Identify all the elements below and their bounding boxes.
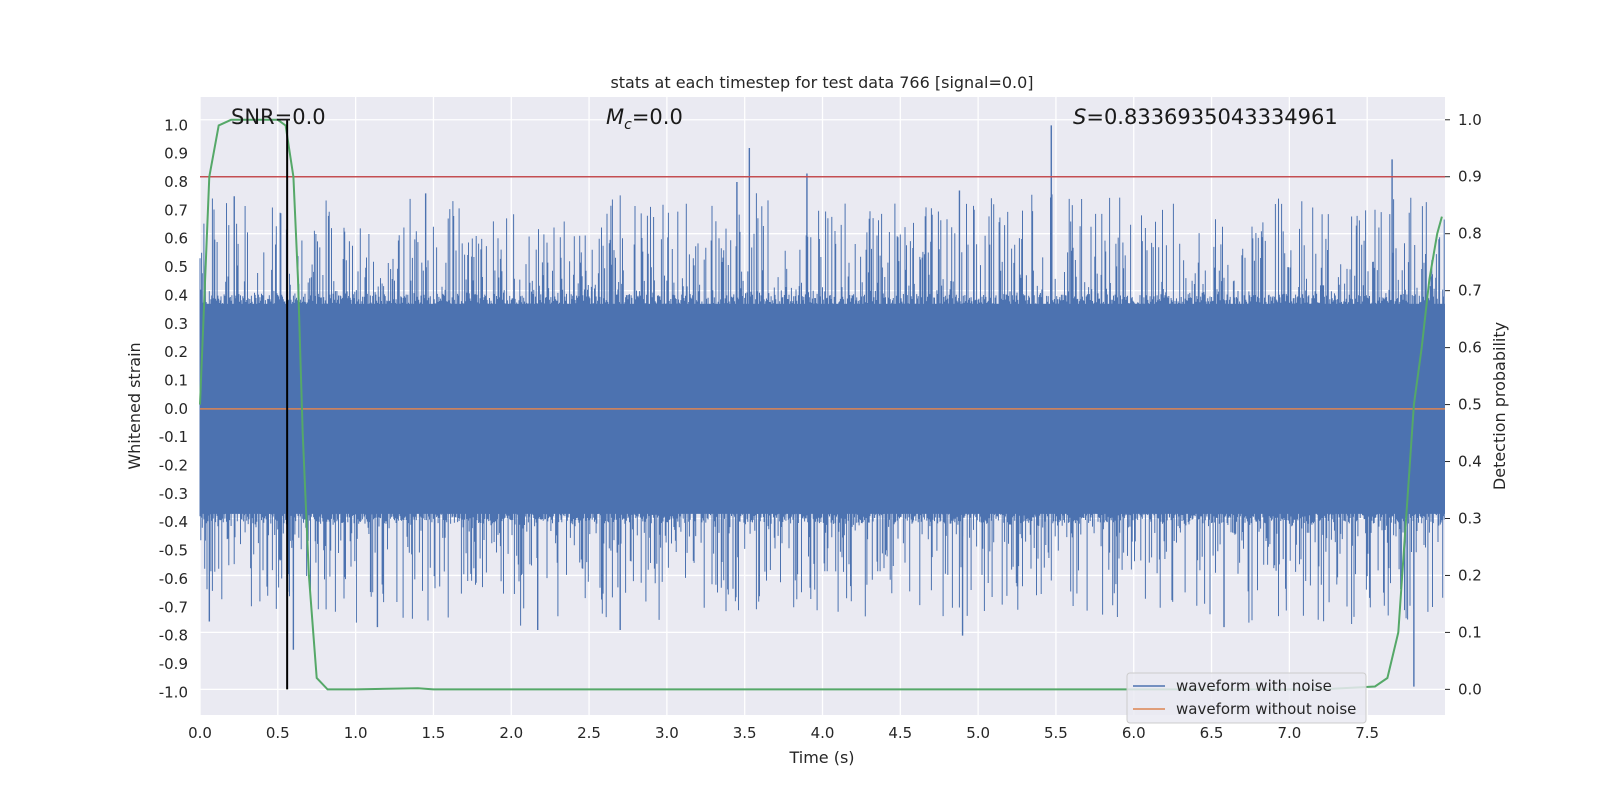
y-tick-label: 0.0: [164, 400, 188, 418]
y2-tick-label: 0.8: [1458, 225, 1482, 243]
legend-label-clean: waveform without noise: [1176, 700, 1356, 718]
y2-tick-label: 0.2: [1458, 566, 1482, 584]
x-axis-label: Time (s): [788, 748, 854, 767]
y-tick-label: 0.9: [164, 145, 188, 163]
y-tick-label: -0.8: [159, 627, 188, 645]
y2-tick-label: 0.9: [1458, 168, 1482, 186]
y-tick-label: 0.5: [164, 258, 188, 276]
x-tick-label: 3.0: [655, 724, 679, 742]
x-tick-label: 2.5: [577, 724, 601, 742]
x-tick-label: 1.0: [344, 724, 368, 742]
y-tick-label: -0.1: [159, 428, 188, 446]
x-tick-label: 4.0: [811, 724, 835, 742]
y2-tick-label: 0.0: [1458, 680, 1482, 698]
y-tick-label: 0.1: [164, 371, 188, 389]
chirp-mass-annotation: Mc=0.0: [606, 105, 683, 133]
x-tick-label: 4.5: [888, 724, 912, 742]
x-axis-ticks: 0.0 0.5 1.0 1.5 2.0 2.5 3.0 3.5 4.0 4.5 5.0 5.5 6.0 6…: [188, 724, 1379, 742]
x-tick-label: 1.5: [422, 724, 446, 742]
y2-axis-label: Detection probability: [1490, 322, 1509, 490]
y-tick-label: 0.4: [164, 286, 188, 304]
y-tick-label: -0.6: [159, 570, 188, 588]
y-tick-label: 1.0: [164, 116, 188, 134]
detection-probability-line: [199, 118, 1443, 691]
legend-label-noise: waveform with noise: [1176, 677, 1332, 695]
y-tick-label: -0.5: [159, 542, 188, 560]
x-tick-label: 0.5: [266, 724, 290, 742]
x-tick-label: 5.5: [1044, 724, 1068, 742]
y2-tick-label: 0.4: [1458, 453, 1482, 471]
x-tick-label: 2.0: [499, 724, 523, 742]
x-tick-label: 0.0: [188, 724, 212, 742]
y-tick-label: 0.8: [164, 173, 188, 191]
y-tick-label: -0.2: [159, 457, 188, 475]
y-tick-label: 0.6: [164, 230, 188, 248]
x-tick-label: 5.0: [966, 724, 990, 742]
y2-tick-label: 0.7: [1458, 282, 1482, 300]
x-tick-label: 7.5: [1355, 724, 1379, 742]
y2-axis-ticks: 0.0 0.1 0.2 0.3 0.4 0.5 0.6 0.7 0.8 0.9 1.0: [1445, 111, 1482, 698]
y2-tick-label: 1.0: [1458, 111, 1482, 129]
x-tick-label: 3.5: [733, 724, 757, 742]
y-tick-label: 0.2: [164, 343, 188, 361]
y2-tick-label: 0.5: [1458, 396, 1482, 414]
y-axis-ticks: -1.0 -0.9 -0.8 -0.7 -0.6 -0.5 -0.4 -0.3 -0.2 -0.1…: [159, 116, 188, 701]
score-annotation: S=0.8336935043334961: [1073, 105, 1338, 129]
y2-tick-label: 0.1: [1458, 623, 1482, 641]
y2-tick-label: 0.3: [1458, 509, 1482, 527]
y-tick-label: -1.0: [159, 683, 188, 701]
y-tick-label: -0.3: [159, 485, 188, 503]
y-tick-label: -0.9: [159, 655, 188, 673]
y-axis-label: Whitened strain: [125, 342, 144, 469]
x-tick-label: 7.0: [1277, 724, 1301, 742]
y-tick-label: 0.7: [164, 201, 188, 219]
legend: waveform with noise waveform without noi…: [1126, 672, 1367, 724]
snr-annotation: SNR=0.0: [231, 105, 326, 129]
legend-box: [1126, 672, 1367, 724]
y-tick-label: -0.7: [159, 598, 188, 616]
y-tick-label: -0.4: [159, 513, 188, 531]
chart-title: stats at each timestep for test data 766…: [610, 73, 1033, 92]
x-tick-label: 6.0: [1122, 724, 1146, 742]
y-tick-label: 0.3: [164, 315, 188, 333]
y2-tick-label: 0.6: [1458, 339, 1482, 357]
x-tick-label: 6.5: [1200, 724, 1224, 742]
